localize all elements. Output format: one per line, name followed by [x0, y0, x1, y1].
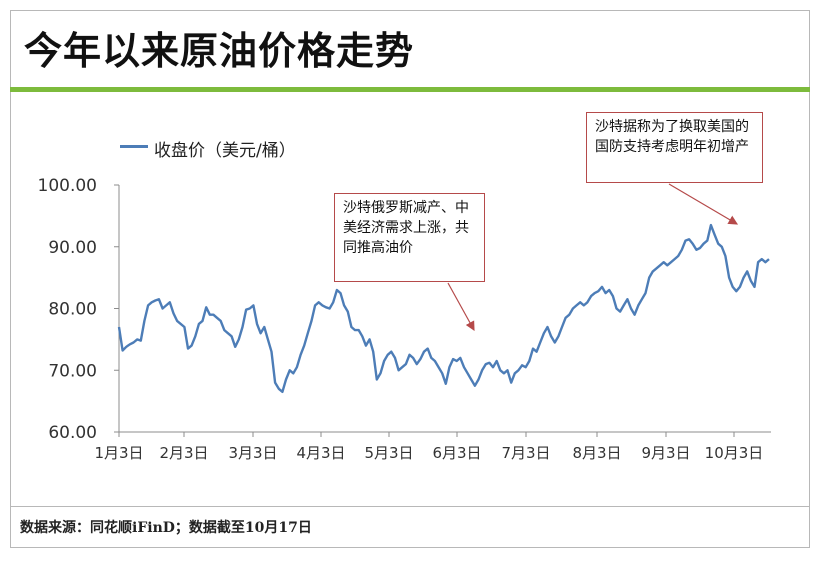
y-tick-label: 70.00	[48, 361, 97, 381]
x-tick-label: 7月3日	[501, 444, 550, 462]
annotation-arrow-1	[447, 282, 475, 332]
annotation-box-saudi-increase: 沙特据称为了换取美国的国防支持考虑明年初增产	[586, 112, 763, 183]
x-tick-label: 10月3日	[705, 444, 764, 462]
title-underline	[10, 87, 810, 92]
x-tick-label: 9月3日	[641, 444, 690, 462]
y-tick-label: 60.00	[48, 423, 97, 443]
y-tick-label: 100.00	[38, 176, 97, 196]
footer-divider	[10, 506, 810, 507]
x-tick-label: 8月3日	[572, 444, 621, 462]
legend-line-swatch	[120, 145, 148, 148]
legend-label: 收盘价（美元/桶）	[154, 141, 296, 161]
x-tick-label: 3月3日	[228, 444, 277, 462]
chart-title: 今年以来原油价格走势	[24, 29, 415, 73]
annotation-box-opec-cut: 沙特俄罗斯减产、中美经济需求上涨，共同推高油价	[334, 193, 485, 282]
x-tick-label: 6月3日	[432, 444, 481, 462]
y-tick-label: 80.00	[48, 300, 97, 320]
x-tick-label: 1月3日	[94, 444, 143, 462]
data-source-note: 数据来源：同花顺iFinD；数据截至10月17日	[20, 520, 312, 536]
series-line-closing-price	[117, 223, 770, 394]
chart-frame	[10, 10, 810, 548]
x-tick-label: 2月3日	[159, 444, 208, 462]
annotation-arrow-2	[668, 183, 739, 225]
x-tick-label: 5月3日	[364, 444, 413, 462]
y-tick-label: 90.00	[48, 238, 97, 258]
x-tick-label: 4月3日	[296, 444, 345, 462]
